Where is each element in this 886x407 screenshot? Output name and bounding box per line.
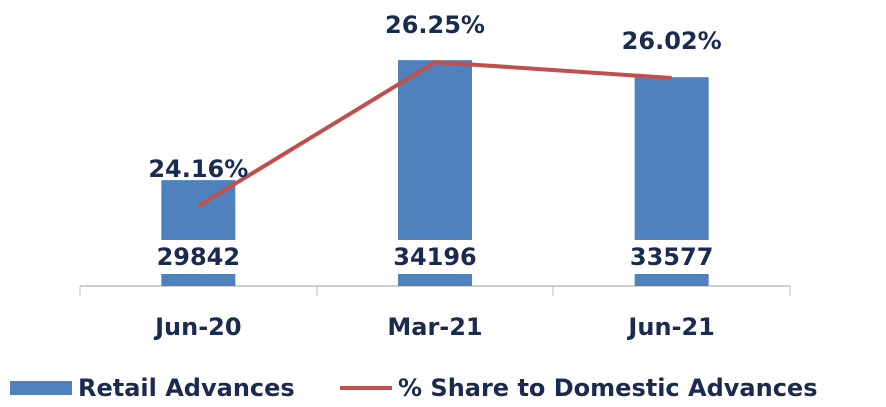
- legend-label: Retail Advances: [78, 374, 295, 402]
- line-value-label: 26.25%: [385, 11, 485, 39]
- bar-value-label: 33577: [630, 243, 714, 271]
- line-value-label: 24.16%: [148, 155, 248, 183]
- line-value-label: 26.02%: [622, 27, 722, 55]
- bar-value-label: 29842: [157, 243, 241, 271]
- line: [197, 60, 672, 208]
- label-background: [385, 240, 485, 274]
- bar-value-label: 34196: [393, 243, 477, 271]
- x-tick-label: Mar-21: [387, 313, 482, 341]
- legend-swatch: [10, 381, 72, 395]
- legend-label: % Share to Domestic Advances: [398, 374, 817, 402]
- label-background: [621, 240, 722, 274]
- x-tick-label: Jun-20: [153, 313, 241, 341]
- label-background: [148, 240, 249, 274]
- x-tick-label: Jun-21: [626, 313, 714, 341]
